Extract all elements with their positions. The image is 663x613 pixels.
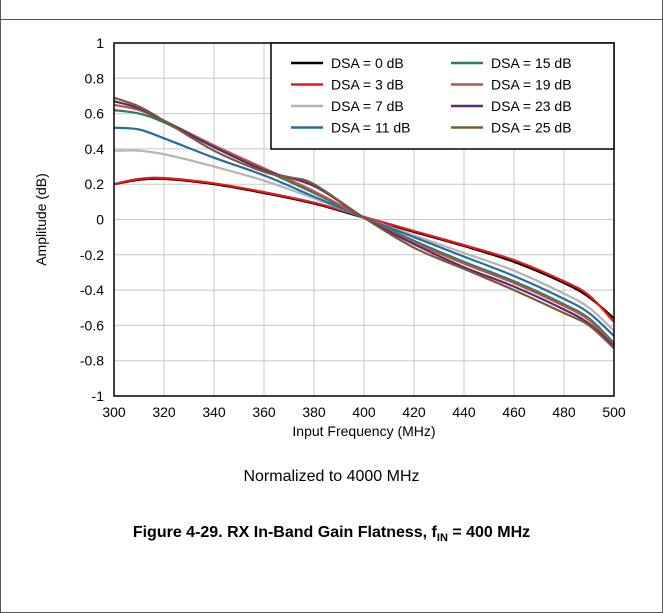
legend-box (270, 42, 615, 150)
chart-subtitle: Normalized to 4000 MHz (243, 468, 420, 485)
series-lines (113, 96, 615, 350)
y-tick-label: -1 (92, 388, 105, 404)
figure-caption: Figure 4-29. RX In-Band Gain Flatness, f… (0, 524, 663, 544)
y-tick-label: -0.8 (80, 353, 104, 369)
x-tick-label: 340 (202, 404, 226, 420)
legend-label-7: DSA = 25 dB (491, 120, 572, 136)
legend-label-0: DSA = 0 dB (331, 55, 404, 71)
x-tick-label: 380 (302, 404, 326, 420)
x-tick-labels: 300 320 340 360 380 400 420 440 460 480 500 (102, 404, 626, 420)
x-tick-label: 360 (252, 404, 276, 420)
x-tick-label: 500 (602, 404, 626, 420)
series-line-7 (113, 96, 615, 350)
legend-label-1: DSA = 3 dB (331, 77, 404, 93)
y-tick-label: -0.6 (80, 317, 104, 333)
x-tick-label: 480 (552, 404, 576, 420)
y-tick-label: 0.4 (85, 141, 105, 157)
top-divider (0, 19, 663, 20)
x-tick-label: 440 (452, 404, 476, 420)
legend-label-4: DSA = 15 dB (491, 55, 572, 71)
legend: DSA = 0 dB DSA = 3 dB DSA = 7 dB DSA = 11 d… (270, 42, 615, 150)
y-tick-label: 0.8 (85, 70, 105, 86)
x-axis-label: Input Frequency (MHz) (292, 423, 435, 439)
y-tick-label: 0 (96, 212, 104, 228)
legend-label-5: DSA = 19 dB (491, 77, 572, 93)
y-tick-label: 0.2 (85, 176, 105, 192)
x-tick-label: 300 (102, 404, 126, 420)
y-tick-labels: 1 0.8 0.6 0.4 0.2 0 -0.2 -0.4 -0.6 -0.8 -1 (80, 35, 104, 404)
y-tick-label: 0.6 (85, 106, 105, 122)
legend-label-2: DSA = 7 dB (331, 98, 404, 114)
caption-suffix: = 400 MHz (447, 524, 531, 541)
chart: 300 320 340 360 380 400 420 440 460 480 500 1 0.8 0.… (33, 35, 626, 439)
x-tick-label: 400 (352, 404, 376, 420)
y-axis-label: Amplitude (dB) (33, 173, 49, 266)
caption-subscript: IN (436, 532, 448, 545)
legend-label-6: DSA = 23 dB (491, 98, 572, 114)
y-tick-label: -0.4 (80, 282, 104, 298)
x-tick-label: 420 (402, 404, 426, 420)
y-tick-label: -0.2 (80, 247, 104, 263)
x-tick-label: 320 (152, 404, 176, 420)
caption-prefix: Figure 4-29. RX In-Band Gain Flatness, f (132, 524, 437, 541)
x-tick-label: 460 (502, 404, 526, 420)
legend-label-3: DSA = 11 dB (331, 120, 411, 136)
y-tick-label: 1 (96, 35, 104, 51)
